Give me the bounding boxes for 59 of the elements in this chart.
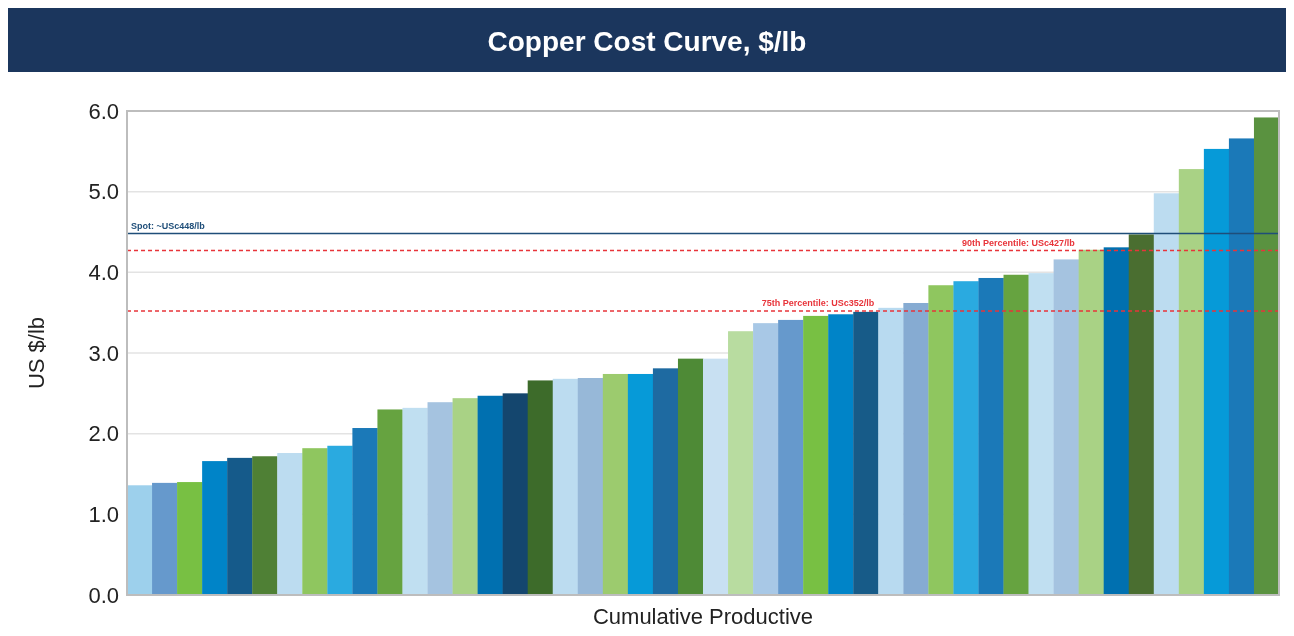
bar [878,307,904,595]
chart-title: Copper Cost Curve, $/lb [487,26,807,57]
bar [577,378,604,595]
bar [828,314,854,595]
bar [928,285,954,595]
bar [352,428,378,595]
bar [427,402,453,595]
bar [778,319,804,595]
bar [652,368,679,595]
ref-line-label: 90th Percentile: USc427/lb [962,237,1076,248]
bar [677,358,704,595]
bar [1028,273,1054,595]
y-tick-label: 2.0 [88,421,119,447]
y-axis-title: US $/lb [23,316,49,390]
bar [127,485,153,595]
y-tick-label: 0.0 [88,582,119,608]
bar [377,409,403,595]
bar [1128,234,1155,595]
bar [452,398,478,595]
y-tick-label: 6.0 [88,98,119,124]
bar [177,482,203,595]
bar [1203,148,1230,595]
bar [728,331,754,595]
bar [753,323,779,595]
bar [1003,274,1029,595]
bar [277,453,303,595]
bar [953,281,979,595]
bar [302,448,328,595]
bar [703,358,729,595]
bar [1228,138,1255,595]
bar [402,407,428,595]
bar [853,311,879,595]
bar [1053,259,1079,595]
y-tick-label: 5.0 [88,179,119,205]
bar [903,302,929,595]
bar [1153,193,1180,595]
ref-line-label: Spot: ~USc448/lb [131,220,206,231]
bar [803,315,829,595]
y-tick-label: 3.0 [88,340,119,366]
bar [152,482,178,595]
bar [1178,169,1205,595]
bar [527,380,554,595]
bar [252,456,278,595]
bar [502,393,528,595]
bar [552,378,579,595]
ref-line-label: 75th Percentile: USc352/lb [761,298,875,309]
bar [627,373,654,595]
bar [1253,117,1280,595]
bar [202,461,228,595]
x-axis-title: Cumulative Productive [592,604,814,629]
bar [227,457,253,595]
bar [327,445,353,595]
bar [477,395,503,595]
bar [602,373,629,595]
bar [978,277,1004,595]
y-tick-label: 1.0 [88,502,119,528]
y-tick-label: 4.0 [88,260,119,286]
bar [1078,249,1104,595]
bar [1103,247,1130,595]
